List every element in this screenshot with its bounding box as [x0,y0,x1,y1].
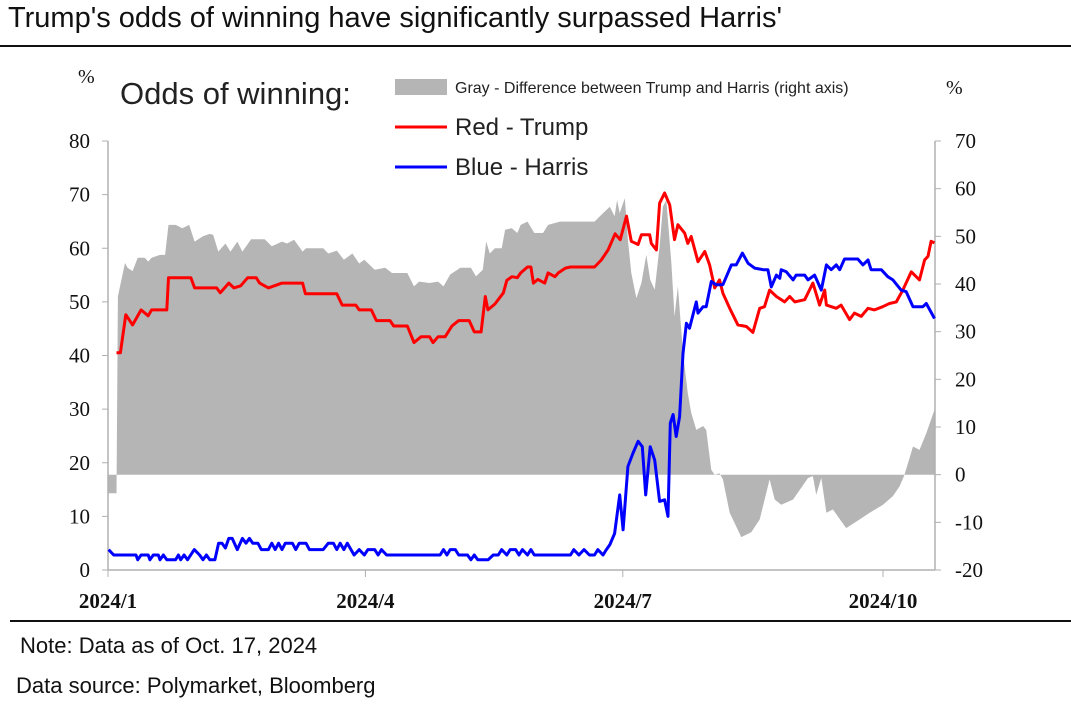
right-axis-tick-label: 40 [955,272,976,296]
difference-area [108,198,935,538]
left-axis-tick-label: 70 [69,183,90,207]
right-axis-unit: % [946,77,963,99]
legend-label-harris: Blue - Harris [455,154,588,181]
left-axis-tick-label: 20 [69,451,90,475]
x-axis-tick-label: 2024/1 [79,589,137,613]
right-axis-tick-label: 10 [955,415,976,439]
left-axis-tick-label: 10 [69,504,90,528]
left-axis-tick-label: 60 [69,236,90,260]
data-source: Data source: Polymarket, Bloomberg [16,673,376,698]
left-axis-unit: % [78,66,95,88]
right-axis-tick-label: -20 [955,558,983,582]
footer-divider [10,620,1071,622]
left-axis-tick-label: 50 [69,290,90,314]
right-axis-tick-label: 20 [955,367,976,391]
x-axis-tick-label: 2024/4 [336,589,395,613]
right-axis-tick-label: 0 [955,463,966,487]
left-axis-tick-label: 40 [69,344,90,368]
legend-label-trump: Red - Trump [455,114,588,141]
right-axis-tick-label: 50 [955,224,976,248]
left-axis-tick-label: 0 [80,558,91,582]
title-divider [0,45,1071,47]
axes-layer: 0 10 20 30 40 50 60 70 80 -20 -10 0 10 20 30 40 50 60 70 20… [69,129,983,613]
footnote: Note: Data as of Oct. 17, 2024 [20,633,318,658]
trump-line [116,191,936,355]
difference-area-layer [108,198,935,538]
lines-layer [107,191,936,562]
right-axis-tick-label: 30 [955,320,976,344]
right-axis-tick-label: 60 [955,177,976,201]
legend: % % Odds of winning: Gray - Difference b… [78,66,963,181]
left-axis-tick-label: 80 [69,129,90,153]
legend-heading: Odds of winning: [120,76,351,111]
right-axis-tick-label: -10 [955,510,983,534]
chart-title: Trump's odds of winning have significant… [8,2,783,34]
legend-label-difference: Gray - Difference between Trump and Harr… [455,80,849,97]
legend-swatch-gray [395,79,447,95]
left-axis-tick-label: 30 [69,397,90,421]
x-axis-tick-label: 2024/10 [849,589,918,613]
x-axis-tick-label: 2024/7 [594,589,652,613]
harris-line [107,251,936,562]
right-axis-tick-label: 70 [955,129,976,153]
